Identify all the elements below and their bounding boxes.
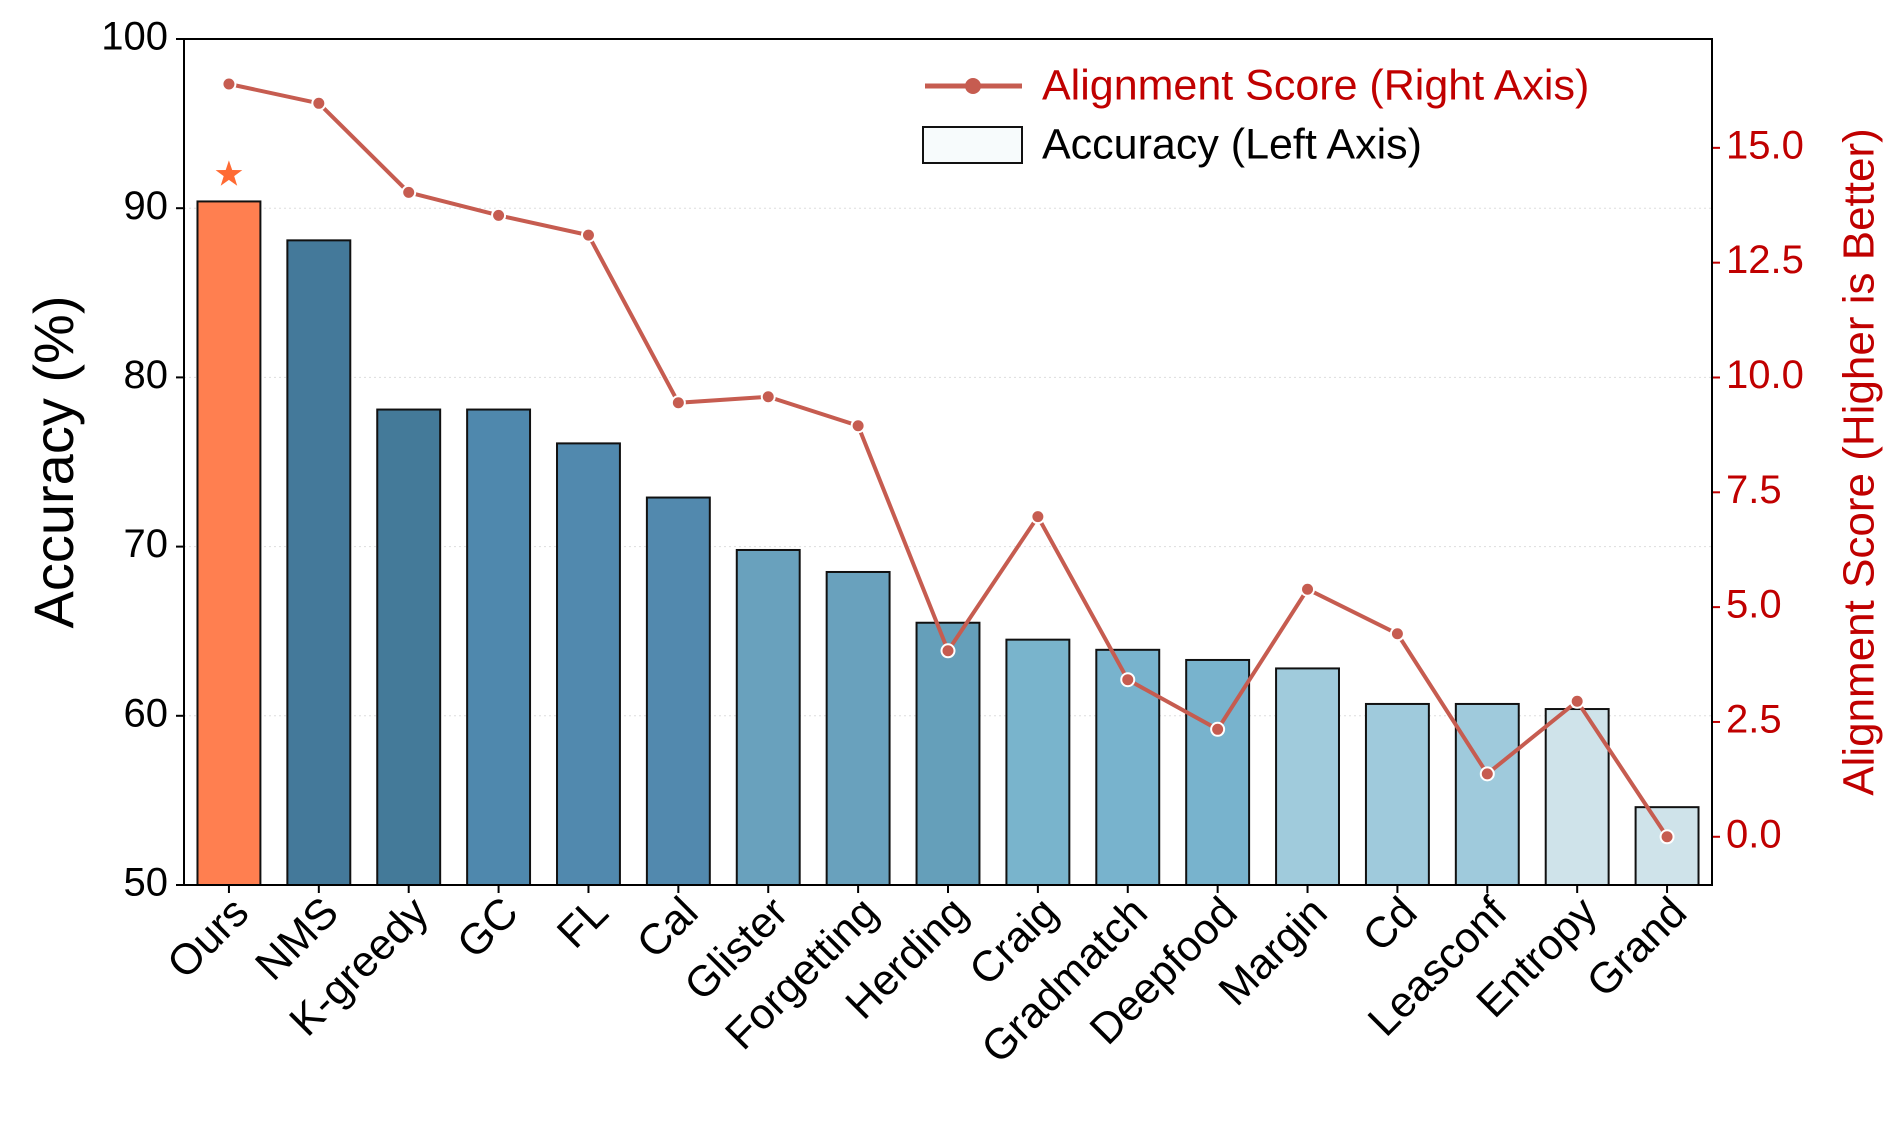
line-marker [850, 418, 866, 434]
line-marker [221, 76, 237, 92]
y-tick-label: 80 [124, 353, 169, 397]
line-marker [1389, 626, 1405, 642]
x-tick-label: Ours [158, 888, 258, 988]
bar [1544, 708, 1610, 886]
y2-tick-label: 5.0 [1726, 583, 1782, 627]
y2-axis-label: Alignment Score (Higher is Better) [1835, 128, 1884, 796]
line-marker [311, 95, 327, 111]
line-marker [491, 207, 507, 223]
bar [825, 570, 891, 886]
bar [286, 239, 352, 886]
y-axis-label: Accuracy (%) [22, 296, 85, 629]
bar [735, 548, 801, 886]
x-tick-label: FL [548, 888, 617, 957]
line-marker [1120, 672, 1136, 688]
line-marker [401, 184, 417, 200]
line-marker [1300, 581, 1316, 597]
y-tick-label: 60 [124, 691, 169, 735]
y-tick-label: 90 [124, 184, 169, 228]
bar [1005, 638, 1071, 886]
line-marker [670, 395, 686, 411]
bar [196, 200, 262, 886]
bar [1454, 702, 1520, 886]
y2-tick-label: 10.0 [1726, 353, 1804, 397]
y2-tick-label: 12.5 [1726, 238, 1804, 282]
line-marker [580, 227, 596, 243]
legend-label: Accuracy (Left Axis) [1042, 120, 1422, 168]
line-marker [1210, 721, 1226, 737]
line-marker [1659, 829, 1675, 845]
x-tick-label: Grand [1578, 888, 1696, 1006]
x-tick-label: Cd [1354, 888, 1427, 961]
line-marker [1479, 766, 1495, 782]
line-marker [1030, 509, 1046, 525]
y2-tick-label: 0.0 [1726, 812, 1782, 856]
line-marker [940, 643, 956, 659]
bar [1634, 806, 1700, 887]
legend-swatch [922, 126, 1023, 164]
legend-label: Alignment Score (Right Axis) [1042, 61, 1589, 109]
best-star [215, 160, 243, 186]
bar [376, 408, 442, 886]
plot-frame [183, 38, 1713, 886]
bar [556, 442, 621, 886]
x-tick-label: GC [448, 888, 528, 968]
legend-marker [965, 78, 981, 94]
bar [1275, 667, 1340, 887]
y2-tick-label: 7.5 [1726, 468, 1782, 512]
y2-tick-label: 2.5 [1726, 698, 1782, 742]
bar [915, 621, 981, 886]
bar [1364, 702, 1430, 886]
line-marker [1569, 693, 1585, 709]
line-marker [760, 389, 776, 405]
bar [466, 408, 532, 886]
y-tick-label: 70 [124, 522, 169, 566]
y-tick-label: 100 [101, 15, 168, 59]
y2-tick-label: 15.0 [1726, 123, 1804, 167]
bar [645, 496, 711, 886]
y-tick-label: 50 [124, 861, 169, 905]
